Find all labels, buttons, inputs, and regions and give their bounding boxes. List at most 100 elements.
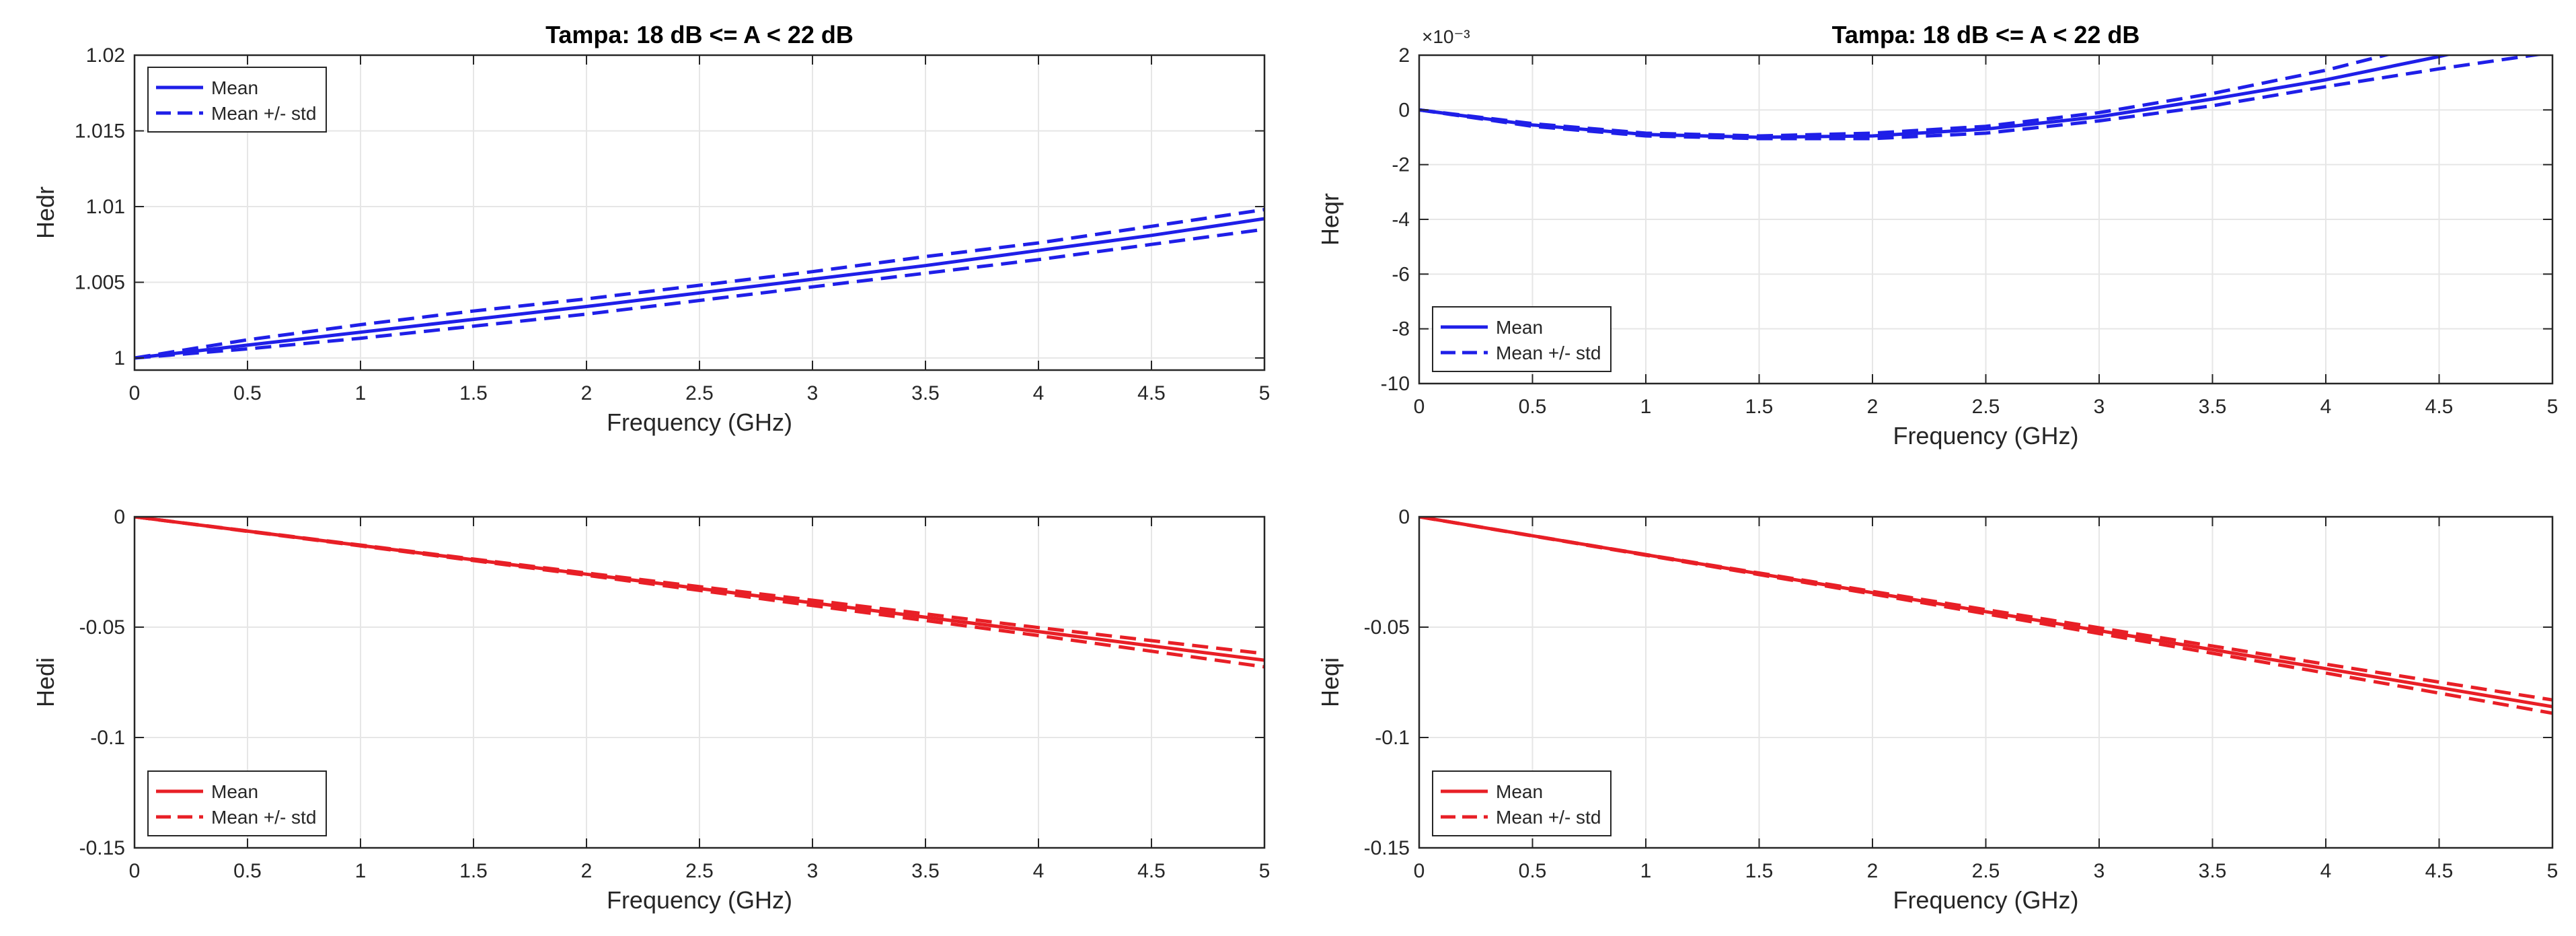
x-tick-label: 3 <box>807 382 819 404</box>
y-axis-label: Hedr <box>32 186 59 239</box>
series-line-mean <box>135 517 1264 662</box>
x-tick-label: 5 <box>2547 860 2559 882</box>
x-tick-label: 4 <box>1033 382 1045 404</box>
series-group <box>135 517 1264 669</box>
y-tick-label: 1.005 <box>75 272 125 294</box>
y-tick-label: -10 <box>1381 373 1410 395</box>
y-tick-label: 1.01 <box>86 196 125 218</box>
x-axis-label: Frequency (GHz) <box>607 408 792 436</box>
x-tick-label: 0.5 <box>233 860 262 882</box>
x-tick-label: 1 <box>355 382 367 404</box>
x-tick-label: 4 <box>2320 396 2332 418</box>
x-tick-label: 0 <box>1414 396 1425 418</box>
y-tick-label: -0.1 <box>1375 727 1410 749</box>
x-tick-label: 0 <box>1414 860 1425 882</box>
series-line-std-2 <box>1419 55 2546 141</box>
x-tick-label: 3.5 <box>2199 860 2227 882</box>
y-tick-label: -4 <box>1392 209 1410 231</box>
series-line-mean <box>1419 517 2552 709</box>
y-tick-label: 0 <box>1398 506 1410 528</box>
x-tick-label: 1.5 <box>1745 860 1774 882</box>
y-tick-label: 1.02 <box>86 44 125 67</box>
y-tick-label: -0.1 <box>90 727 125 749</box>
y-tick-label: -0.15 <box>79 837 125 859</box>
legend: Mean Mean +/- std <box>1432 770 1612 836</box>
x-tick-label: 1.5 <box>1745 396 1774 418</box>
y-tick-label: -6 <box>1392 263 1410 285</box>
x-tick-label: 0.5 <box>1519 860 1547 882</box>
series-line-std-1 <box>1419 517 2552 702</box>
x-tick-label: 5 <box>1259 382 1271 404</box>
x-tick-label: 3 <box>2094 396 2105 418</box>
legend-label: Mean <box>1496 317 1543 338</box>
x-tick-label: 1 <box>1640 396 1652 418</box>
x-tick-label: 2.5 <box>1972 860 2000 882</box>
legend-label: Mean <box>211 77 258 98</box>
x-tick-label: 4 <box>2320 860 2332 882</box>
x-tick-label: 3 <box>2094 860 2105 882</box>
series-line-std-2 <box>1419 517 2552 715</box>
x-tick-label: 1 <box>355 860 367 882</box>
series-line-std-2 <box>135 227 1264 360</box>
x-tick-label: 1 <box>1640 860 1652 882</box>
series-group <box>1419 517 2552 715</box>
y-tick-label: 1 <box>114 347 125 369</box>
series-line-std-1 <box>135 208 1264 360</box>
legend-box <box>147 67 327 133</box>
x-tick-label: 5 <box>1259 860 1271 882</box>
legend-box <box>1432 770 1612 836</box>
x-tick-label: 4.5 <box>1137 382 1166 404</box>
x-tick-label: 2 <box>581 382 593 404</box>
x-tick-label: 3.5 <box>2199 396 2227 418</box>
chart-title: Tampa: 18 dB <= A < 22 dB <box>1832 21 2140 48</box>
x-axis-label: Frequency (GHz) <box>1893 886 2078 914</box>
chart-title: Tampa: 18 dB <= A < 22 dB <box>545 21 854 48</box>
x-tick-label: 2 <box>1867 396 1879 418</box>
series-line-mean <box>1419 55 2453 139</box>
series-group <box>135 208 1264 360</box>
legend-label: Mean <box>1496 781 1543 802</box>
y-tick-label: -0.05 <box>79 616 125 639</box>
x-tick-label: 2.5 <box>685 860 714 882</box>
legend-label: Mean <box>211 781 258 802</box>
y-tick-label: 1.015 <box>75 120 125 143</box>
x-tick-label: 4.5 <box>2425 860 2454 882</box>
y-axis-label: Heqr <box>1316 193 1344 246</box>
panels: 0 0.5 1 1.5 2 2.5 3 3.5 4 4.5 5 1 1.005 1.01 1.015 1.02… <box>32 21 2558 914</box>
x-tick-label: 0 <box>129 860 141 882</box>
legend: Mean Mean +/- std <box>147 770 327 836</box>
x-tick-label: 2 <box>1867 860 1879 882</box>
y-tick-label: -2 <box>1392 154 1410 176</box>
chart-hedi: 0 0.5 1 1.5 2 2.5 3 3.5 4 4.5 5 0 -0.05 -0.1 -0.15 Freq… <box>32 506 1270 914</box>
x-tick-label: 1.5 <box>459 860 488 882</box>
x-tick-label: 4.5 <box>1137 860 1166 882</box>
x-tick-label: 0.5 <box>233 382 262 404</box>
x-tick-label: 2.5 <box>685 382 714 404</box>
y-tick-label: -0.15 <box>1364 837 1410 859</box>
x-tick-label: 3.5 <box>911 860 940 882</box>
x-axis-label: Frequency (GHz) <box>607 886 792 914</box>
legend-label: Mean +/- std <box>211 807 316 828</box>
y-tick-label: 0 <box>1398 99 1410 121</box>
x-tick-label: 0.5 <box>1519 396 1547 418</box>
x-tick-label: 4.5 <box>2425 396 2454 418</box>
series-group <box>1419 55 2546 141</box>
y-tick-label: 0 <box>114 506 125 528</box>
chart-hedr: 0 0.5 1 1.5 2 2.5 3 3.5 4 4.5 5 1 1.005 1.01 1.015 1.02… <box>32 21 1270 436</box>
x-tick-label: 2.5 <box>1972 396 2000 418</box>
series-line-std-2 <box>135 517 1264 669</box>
series-line-std-1 <box>135 517 1264 655</box>
chart-heqi: 0 0.5 1 1.5 2 2.5 3 3.5 4 4.5 5 0 -0.05 -0.1 -0.15 Freq… <box>1316 506 2558 914</box>
legend: Mean Mean +/- std <box>147 67 327 133</box>
x-tick-label: 1.5 <box>459 382 488 404</box>
y-tick-label: -8 <box>1392 318 1410 340</box>
y-axis-label: Heqi <box>1316 657 1344 707</box>
y-exponent-label: ×10⁻³ <box>1422 26 1470 47</box>
x-tick-label: 4 <box>1033 860 1045 882</box>
x-tick-label: 0 <box>129 382 141 404</box>
x-tick-label: 3.5 <box>911 382 940 404</box>
legend-box <box>1432 306 1612 372</box>
y-tick-label: 2 <box>1398 44 1410 67</box>
legend-label: Mean +/- std <box>1496 343 1601 363</box>
